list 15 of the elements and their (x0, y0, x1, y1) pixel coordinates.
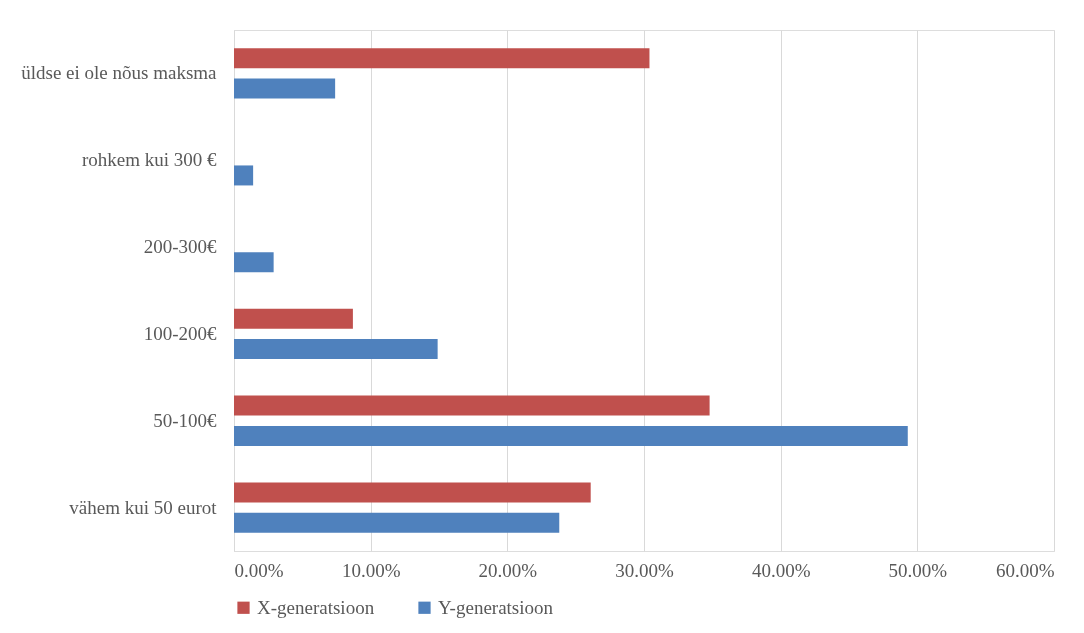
x-tick-label: 10.00% (341, 559, 401, 581)
y-tick-label: 200-300€ (143, 236, 217, 258)
y-tick-label: rohkem kui 300 € (81, 149, 217, 171)
y-tick-label: 100-200€ (143, 322, 217, 344)
x-tick-label: 20.00% (478, 559, 538, 581)
x-tick-label: 40.00% (751, 559, 811, 581)
x-tick-label: 50.00% (888, 559, 948, 581)
y-tick-label: vähem kui 50 eurot (69, 496, 218, 518)
legend-label: X-generatsioon (257, 596, 375, 618)
y-tick-label: üldse ei ole nõus maksma (21, 62, 218, 84)
x-tick-label: 0.00% (234, 559, 284, 581)
y-tick-label: 50-100€ (153, 409, 217, 431)
x-tick-label: 30.00% (615, 559, 674, 581)
legend-label: Y-generatsioon (438, 596, 554, 618)
x-tick-label: 60.00% (995, 559, 1055, 581)
